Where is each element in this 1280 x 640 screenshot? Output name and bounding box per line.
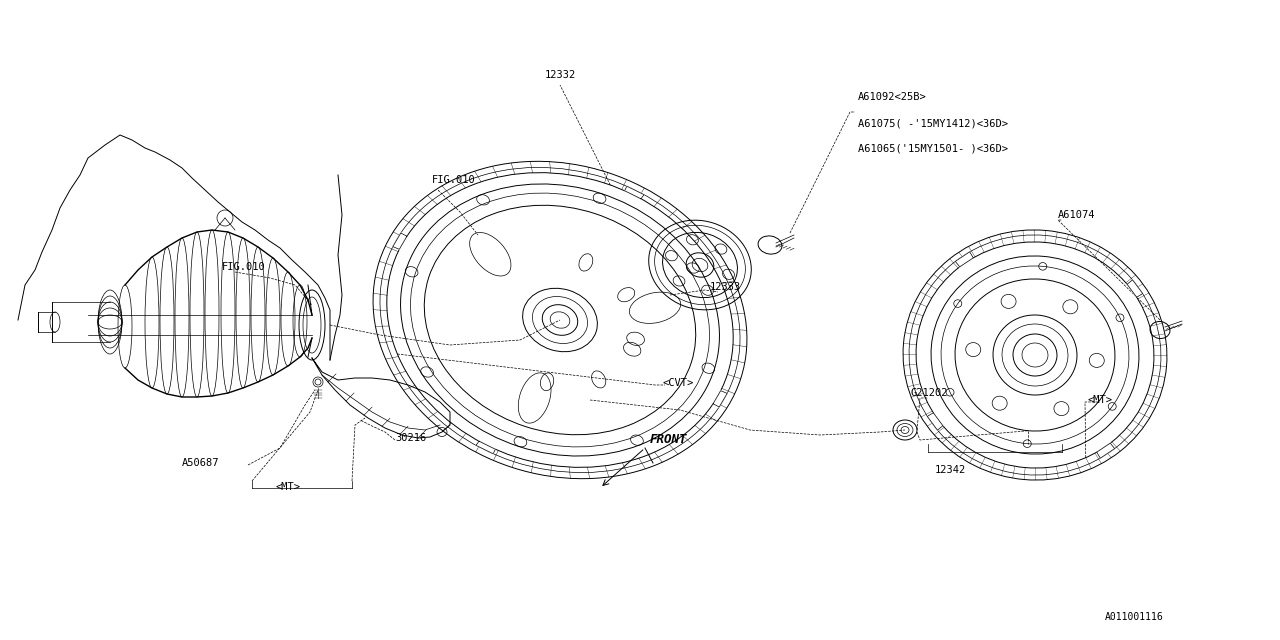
Text: A61074: A61074: [1059, 210, 1096, 220]
Text: 12333: 12333: [710, 282, 741, 292]
Text: 12332: 12332: [544, 70, 576, 80]
Polygon shape: [393, 233, 407, 250]
Text: FRONT: FRONT: [650, 433, 687, 446]
Polygon shape: [476, 441, 495, 454]
Text: A61075( -'15MY1412)<36D>: A61075( -'15MY1412)<36D>: [858, 118, 1009, 128]
Text: 12342: 12342: [934, 465, 965, 475]
Polygon shape: [955, 252, 973, 267]
Polygon shape: [625, 186, 644, 199]
Polygon shape: [927, 413, 943, 430]
Polygon shape: [1128, 280, 1143, 297]
Text: A50687: A50687: [182, 458, 219, 468]
Text: A61092<25B>: A61092<25B>: [858, 92, 927, 102]
Text: <MT>: <MT>: [1088, 395, 1114, 405]
Text: <CVT>: <CVT>: [662, 378, 694, 388]
Text: <MT>: <MT>: [275, 482, 301, 492]
Text: FIG.010: FIG.010: [221, 262, 266, 272]
Text: A61065('15MY1501- )<36D>: A61065('15MY1501- )<36D>: [858, 143, 1009, 153]
Text: G21202: G21202: [910, 388, 947, 398]
Polygon shape: [1097, 443, 1115, 458]
Polygon shape: [713, 390, 727, 407]
Text: A011001116: A011001116: [1105, 612, 1164, 622]
Text: 30216: 30216: [396, 433, 426, 443]
Text: FIG.010: FIG.010: [433, 175, 476, 185]
